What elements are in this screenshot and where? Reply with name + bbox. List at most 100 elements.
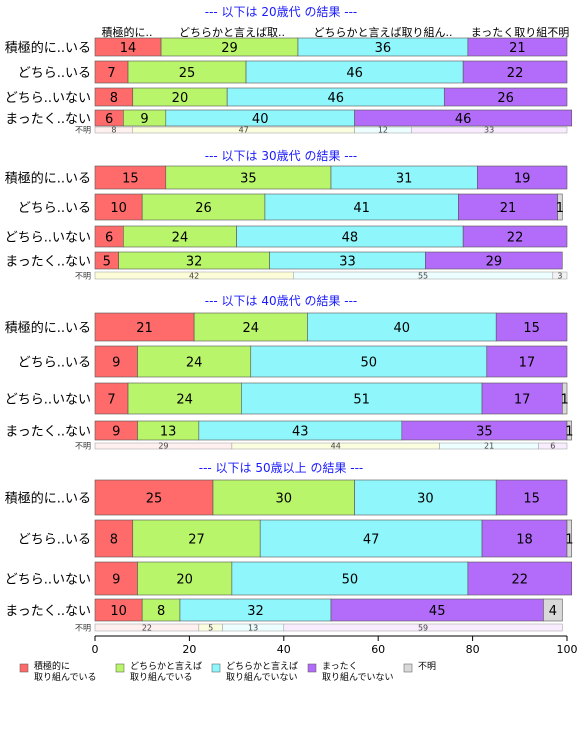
bar-segment xyxy=(543,598,563,622)
data-label: 24 xyxy=(172,231,189,246)
data-label: 15 xyxy=(523,492,540,507)
bar-segment xyxy=(462,60,568,84)
data-label: 20 xyxy=(176,573,193,588)
panels: --- 以下は 20歳代 の結果 ---積極的に..いる 14 29 36 21どちら.… xyxy=(5,5,574,633)
bar-segment xyxy=(94,193,143,221)
data-label: 13 xyxy=(160,425,177,440)
data-label: 25 xyxy=(179,66,196,81)
panel: --- 以下は 50歳以上 の結果 ---積極的に..いる 25 30 30 15どちら… xyxy=(5,461,574,633)
data-label: 7 xyxy=(107,66,115,81)
bar-segment xyxy=(137,345,252,378)
legend-label: どちらかと言えば xyxy=(226,660,298,672)
data-label: 30 xyxy=(276,492,293,507)
bar-segment xyxy=(495,479,568,516)
panel-title: --- 以下は 50歳以上 の結果 --- xyxy=(199,461,364,475)
data-label: 10 xyxy=(110,604,127,619)
data-label: 43 xyxy=(292,425,309,440)
data-label: 26 xyxy=(497,91,514,106)
bar-segment xyxy=(231,561,469,596)
panel: --- 以下は 20歳代 の結果 --- 積極的に..いる 14 29 36 21 どちら.… xyxy=(5,5,573,135)
data-label: 9 xyxy=(112,356,120,371)
unknown-label: 3 xyxy=(557,272,562,281)
unknown-segment xyxy=(410,126,568,134)
data-label: 46 xyxy=(455,112,472,127)
data-label: 46 xyxy=(346,66,363,81)
data-label: 26 xyxy=(195,201,212,216)
data-label: 6 xyxy=(105,112,113,127)
row-label: どちら..いる xyxy=(18,533,91,548)
data-label: 29 xyxy=(486,255,503,270)
data-label: 32 xyxy=(247,604,264,619)
unknown-label: 42 xyxy=(189,272,199,281)
data-label: 10 xyxy=(110,201,127,216)
bar-segment xyxy=(94,382,129,415)
bar-segment xyxy=(212,479,355,516)
bar-segment xyxy=(561,382,568,415)
bar-segment xyxy=(94,345,138,378)
data-label: 24 xyxy=(242,321,259,336)
tick-label: 80 xyxy=(466,643,480,656)
legend-swatch xyxy=(211,663,221,673)
data-label: 50 xyxy=(342,573,359,588)
bar-segment xyxy=(241,382,483,415)
data-label: 30 xyxy=(417,492,434,507)
row-label: まったく..ない xyxy=(5,112,91,127)
unknown-label: 12 xyxy=(378,126,388,135)
unknown-label: 29 xyxy=(158,442,168,451)
unknown-label: 55 xyxy=(418,272,428,281)
legend-label: 取り組んでいない xyxy=(322,671,394,683)
row-label: どちら..いない xyxy=(5,91,91,106)
data-label: 17 xyxy=(519,356,536,371)
data-label: 1 xyxy=(565,425,573,440)
unknown-label: 13 xyxy=(248,624,258,633)
bar-segment xyxy=(486,345,568,378)
unknown-label: 47 xyxy=(239,126,249,135)
bar-segment xyxy=(259,519,483,558)
data-label: 9 xyxy=(112,573,120,588)
row-label: どちら..いない xyxy=(5,231,91,246)
bar-segment xyxy=(127,382,242,415)
legend-label: 取り組んでいない xyxy=(226,671,298,683)
bar-segment xyxy=(354,109,573,127)
data-label: 21 xyxy=(500,201,517,216)
data-label: 15 xyxy=(122,172,139,187)
data-label: 31 xyxy=(396,172,413,187)
unknown-label: 22 xyxy=(142,624,152,633)
unknown-label: 8 xyxy=(111,126,116,135)
data-label: 27 xyxy=(188,533,205,548)
data-label: 51 xyxy=(353,393,370,408)
bar-segment xyxy=(458,193,558,221)
row-label: 積極的に..いる xyxy=(5,320,91,336)
tick-label: 100 xyxy=(557,643,578,656)
data-label: 8 xyxy=(157,604,165,619)
unknown-segment xyxy=(283,623,563,632)
data-label: 14 xyxy=(120,41,137,56)
data-label: 24 xyxy=(186,356,203,371)
data-label: 35 xyxy=(240,172,257,187)
panel: --- 以下は 30歳代 の結果 ---積極的に..いる 15 35 31 19どちら.… xyxy=(5,149,568,281)
bar-segment xyxy=(193,312,308,342)
row-label: どちら..いない xyxy=(5,393,91,408)
panel-title: --- 以下は 30歳代 の結果 --- xyxy=(205,149,358,163)
bar-segment xyxy=(467,561,573,596)
data-label: 20 xyxy=(172,91,189,106)
data-label: 1 xyxy=(565,533,573,548)
legend-label: どちらかと言えば xyxy=(130,660,202,672)
row-label: まったく..ない xyxy=(5,604,91,619)
data-label: 24 xyxy=(176,393,193,408)
row-label: 不明 xyxy=(75,272,91,281)
data-label: 19 xyxy=(514,172,531,187)
data-label: 41 xyxy=(353,201,370,216)
bar-segment xyxy=(557,193,563,221)
bar-segment xyxy=(137,561,233,596)
data-label: 33 xyxy=(339,255,356,270)
data-label: 1 xyxy=(556,201,564,216)
column-header: どちらかと言えば取り組ん.. xyxy=(314,26,453,39)
bar-segment xyxy=(354,479,497,516)
legend-label: 取り組んでいる xyxy=(34,671,97,683)
data-label: 5 xyxy=(103,255,111,270)
unknown-label: 33 xyxy=(484,126,494,135)
tick-label: 60 xyxy=(371,643,385,656)
panel-title: --- 以下は 20歳代 の結果 --- xyxy=(205,5,358,19)
bar-segment xyxy=(443,87,568,107)
